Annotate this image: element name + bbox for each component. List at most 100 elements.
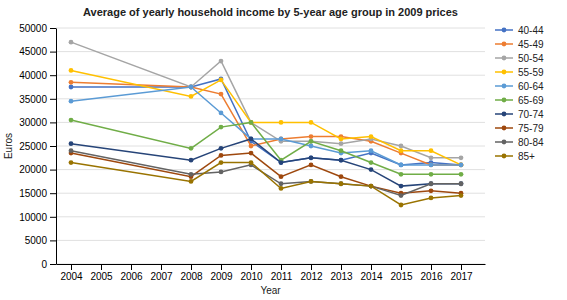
y-tick-label: 35000 xyxy=(19,94,47,105)
y-tick: 50000 xyxy=(19,23,56,34)
legend-marker xyxy=(502,42,507,47)
title: Average of yearly household income by 5-… xyxy=(83,6,458,18)
y-tick-mark xyxy=(50,99,56,100)
point xyxy=(399,162,404,167)
y-tick: 45000 xyxy=(19,46,56,57)
y-tick-mark xyxy=(50,264,56,265)
point xyxy=(429,172,434,177)
y-tick-label: 20000 xyxy=(19,164,47,175)
point xyxy=(189,94,194,99)
point xyxy=(189,85,194,90)
point xyxy=(369,134,374,139)
point xyxy=(309,134,314,139)
x-tick-label: 2010 xyxy=(240,271,263,282)
point xyxy=(309,179,314,184)
point xyxy=(339,181,344,186)
x-tick-mark xyxy=(371,264,372,270)
series xyxy=(69,85,464,168)
grid-line xyxy=(56,216,485,217)
x-tick: 2012 xyxy=(300,264,323,282)
series xyxy=(69,118,464,177)
x-tick-mark xyxy=(161,264,162,270)
legend-label: 55-59 xyxy=(518,67,544,78)
point xyxy=(279,137,284,142)
grid-line xyxy=(56,28,485,29)
x-tick: 2008 xyxy=(180,264,203,282)
point xyxy=(219,153,224,158)
point xyxy=(399,193,404,198)
grid-line xyxy=(56,240,485,241)
y-tick-label: 25000 xyxy=(19,141,47,152)
y-tick-mark xyxy=(50,240,56,241)
legend-label: 50-54 xyxy=(518,53,544,64)
point xyxy=(429,188,434,193)
y-tick-label: 30000 xyxy=(19,117,47,128)
point xyxy=(249,144,254,149)
point xyxy=(459,193,464,198)
y-axis: 0500010000150002000025000300003500040000… xyxy=(19,23,56,270)
point xyxy=(309,139,314,144)
point xyxy=(429,196,434,201)
point xyxy=(249,120,254,125)
x-tick-mark xyxy=(401,264,402,270)
point xyxy=(69,141,74,146)
series-line xyxy=(71,82,461,165)
x-tick: 2004 xyxy=(60,264,83,282)
x-tick-mark xyxy=(221,264,222,270)
legend-marker xyxy=(502,84,507,89)
point xyxy=(429,162,434,167)
series xyxy=(69,160,464,207)
x-tick: 2014 xyxy=(360,264,383,282)
legend-label: 80-84 xyxy=(518,137,544,148)
legend-label: 65-69 xyxy=(518,95,544,106)
point xyxy=(219,77,224,82)
x-tick-label: 2011 xyxy=(271,271,293,282)
legend-label: 45-49 xyxy=(518,39,544,50)
legend-label: 60-64 xyxy=(518,81,544,92)
point xyxy=(459,181,464,186)
point xyxy=(219,125,224,130)
x-axis-title: Year xyxy=(260,285,281,296)
point xyxy=(339,141,344,146)
y-axis-line xyxy=(56,29,57,265)
point xyxy=(339,174,344,179)
point xyxy=(399,184,404,189)
point xyxy=(69,68,74,73)
x-tick: 2011 xyxy=(271,264,293,282)
x-tick-mark xyxy=(281,264,282,270)
point xyxy=(369,148,374,153)
point xyxy=(459,181,464,186)
legend-marker xyxy=(502,126,507,131)
x-tick-label: 2008 xyxy=(180,271,203,282)
grid-line xyxy=(56,98,485,99)
point xyxy=(429,148,434,153)
point xyxy=(189,158,194,163)
point xyxy=(279,186,284,191)
y-tick-mark xyxy=(50,52,56,53)
point xyxy=(429,162,434,167)
legend-marker xyxy=(502,28,507,33)
x-tick-mark xyxy=(461,264,462,270)
point xyxy=(339,158,344,163)
x-tick: 2005 xyxy=(90,264,113,282)
legend-marker xyxy=(502,154,507,159)
y-tick-mark xyxy=(50,217,56,218)
point xyxy=(189,146,194,151)
point xyxy=(249,137,254,142)
legend-marker xyxy=(502,56,507,61)
legend-marker xyxy=(502,70,507,75)
point xyxy=(69,99,74,104)
point xyxy=(219,170,224,175)
point xyxy=(279,174,284,179)
legend-item: 80-84 xyxy=(495,137,544,148)
legend-label: 40-44 xyxy=(518,25,544,36)
point xyxy=(219,92,224,97)
legend-item: 40-44 xyxy=(495,25,544,36)
point xyxy=(189,179,194,184)
point xyxy=(399,172,404,177)
point xyxy=(459,162,464,167)
y-tick-label: 40000 xyxy=(19,70,47,81)
y-tick-label: 15000 xyxy=(19,188,47,199)
point xyxy=(249,137,254,142)
x-axis: 2004200520062007200820092010201120122013… xyxy=(57,264,486,282)
